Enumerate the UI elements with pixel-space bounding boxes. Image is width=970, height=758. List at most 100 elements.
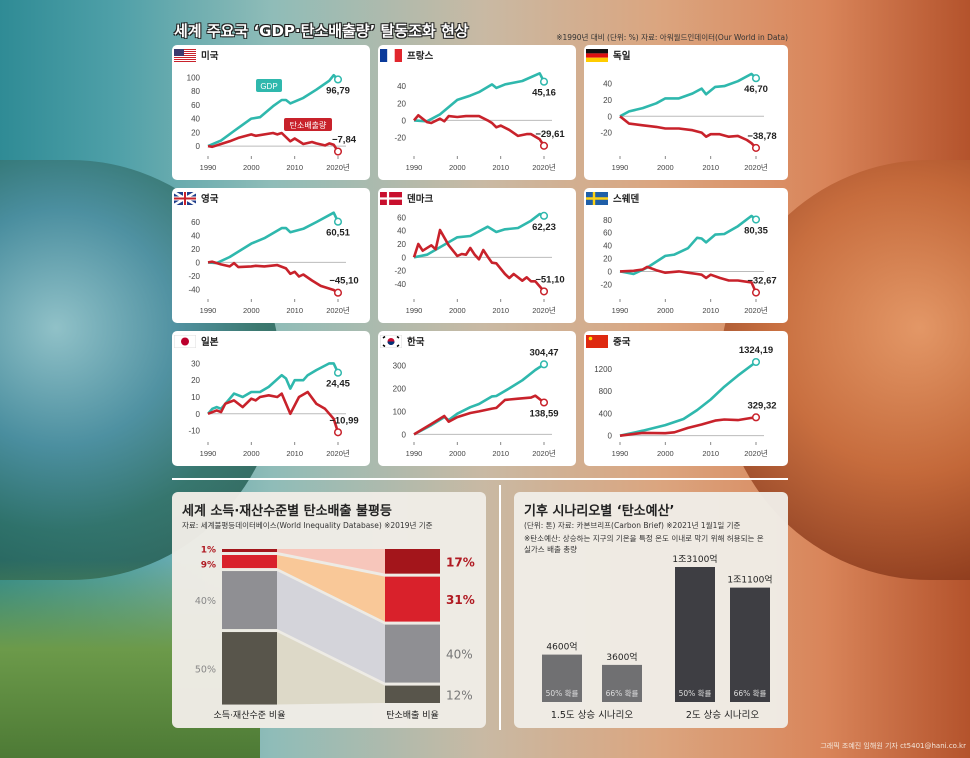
bar-value-label: 4600억 (546, 641, 577, 653)
emission-end-marker (751, 143, 761, 152)
income-share-label: 9% (201, 561, 216, 571)
x-tick-label: 2020년 (532, 305, 556, 315)
probability-label: 50% 확률 (679, 688, 712, 698)
x-tick-label: 2000 (243, 163, 260, 172)
emission-end-label: −7,84 (332, 135, 357, 146)
emission-line (207, 390, 340, 433)
emission-end-marker (539, 287, 549, 296)
x-tick-label: 1990 (200, 449, 217, 458)
emission-line (619, 416, 757, 437)
y-tick-label: 0 (196, 258, 201, 267)
emission-bar-segment (385, 576, 440, 622)
x-tick-label: 2010 (492, 449, 509, 458)
country-name: 한국 (407, 337, 425, 348)
probability-label: 66% 확률 (606, 688, 639, 698)
bar-value-label: 3600억 (606, 651, 637, 663)
emission-end-label: −38,78 (747, 131, 776, 142)
country-panel: 독일 -20 0 20 40 1990 2000 2010 2020년 46,70 −38,78 (584, 45, 788, 180)
panel-header: 중국 (586, 334, 630, 348)
x-tick-label: 2000 (449, 449, 466, 458)
y-tick-label: 20 (191, 128, 200, 137)
emission-axis-label: 탄소배출 비율 (386, 710, 439, 721)
x-tick-label: 2010 (286, 306, 303, 315)
flag-icon (586, 191, 608, 205)
emission-end-marker (333, 147, 343, 156)
x-tick-label: 2010 (702, 306, 719, 315)
y-tick-label: -20 (600, 129, 612, 138)
panel-header: 영국 (174, 191, 218, 205)
x-tick-label: 2020년 (326, 162, 350, 172)
flag-icon (380, 48, 402, 62)
gdp-line (207, 211, 340, 265)
y-tick-label: 40 (191, 115, 200, 124)
y-tick-label: 0 (608, 267, 613, 276)
panel-header: 프랑스 (380, 48, 433, 62)
income-bar-segment (222, 555, 277, 569)
y-tick-label: 0 (196, 142, 201, 151)
country-name: 덴마크 (407, 194, 434, 205)
flag-icon (174, 48, 196, 62)
panel-header: 일본 (174, 334, 218, 348)
y-tick-label: 1200 (594, 365, 612, 374)
x-tick-label: 2010 (492, 306, 509, 315)
line-chart: -20 0 20 40 60 80 1990 2000 2010 2020년 80,35 −32,67 (600, 214, 777, 315)
x-tick-label: 1990 (406, 306, 423, 315)
scenario-label: 2도 상승 시나리오 (686, 710, 760, 721)
emission-share-label: 12% (446, 688, 473, 702)
inequality-panel: 세계 소득·재산수준별 탄소배출 불평등 자료: 세계불평등데이터베이스(Wor… (172, 492, 486, 728)
x-tick-label: 2020년 (744, 162, 768, 172)
panel-header: 한국 (380, 334, 424, 348)
x-tick-label: 2000 (657, 449, 674, 458)
gdp-end-label: 60,51 (326, 228, 350, 239)
emission-bar-segment (385, 624, 440, 683)
y-tick-label: 20 (603, 255, 612, 264)
country-panel: 중국 0 400 800 1200 1990 2000 2010 2020년 1324,19 329… (584, 331, 788, 466)
country-name: 독일 (613, 51, 631, 62)
emission-share-label: 31% (446, 593, 475, 607)
y-tick-label: 800 (599, 387, 613, 396)
gdp-callout (256, 79, 282, 92)
gdp-end-label: 96,79 (326, 85, 350, 96)
x-tick-label: 1990 (612, 449, 629, 458)
income-share-label: 50% (195, 664, 216, 675)
x-tick-label: 2020년 (532, 162, 556, 172)
y-tick-label: 0 (608, 112, 613, 121)
emission-share-label: 40% (446, 648, 473, 662)
y-tick-label: 0 (402, 116, 407, 125)
gdp-end-marker (333, 368, 343, 377)
emission-end-label: −29,61 (535, 129, 565, 140)
income-share-label: 1% (201, 546, 216, 556)
y-tick-label: 40 (397, 227, 406, 236)
country-name: 일본 (201, 337, 219, 348)
y-tick-label: -10 (188, 427, 200, 436)
inequality-chart: 1% 17% 9% 31% 40% 40% 50% 12% 소득·재산수준 비율 탄소배출 비율 (195, 546, 475, 722)
gdp-end-marker (539, 360, 549, 369)
y-tick-label: 20 (191, 376, 200, 385)
flag-icon (586, 334, 608, 348)
emission-end-marker (333, 428, 343, 437)
y-tick-label: -20 (394, 134, 406, 143)
gdp-end-label: 62,23 (532, 222, 556, 233)
y-tick-label: 20 (397, 99, 406, 108)
y-tick-label: 0 (608, 432, 613, 441)
flow-band (277, 571, 385, 683)
gdp-end-marker (333, 75, 343, 84)
carbon-budget-bar (542, 654, 582, 702)
x-tick-label: 2010 (286, 449, 303, 458)
line-chart: -10 0 10 20 30 1990 2000 2010 2020년 24,45 −10,99 (188, 359, 358, 458)
y-tick-label: 100 (187, 73, 201, 82)
country-panel: 덴마크 -40 -20 0 20 40 60 1990 2000 2010 2020년 62,23 −5… (378, 188, 576, 323)
x-tick-label: 1990 (612, 306, 629, 315)
y-tick-label: 20 (191, 245, 200, 254)
carbon-budget-source: (단위: 톤) 자료: 카본브리프(Carbon Brief) ※2021년 1… (524, 521, 741, 530)
emission-end-label: −45,10 (329, 276, 358, 287)
gdp-line (413, 212, 545, 259)
source-note: ※1990년 대비 (단위: %) 자료: 아워월드인데이터(Our World… (556, 33, 788, 42)
main-title: 세계 주요국 ‘GDP·탄소배출량’ 탈동조화 현상 (174, 22, 469, 40)
line-chart: -20 0 20 40 1990 2000 2010 2020년 46,70 −38,78 (600, 72, 777, 172)
x-tick-label: 2020년 (744, 305, 768, 315)
credit: 그래픽 조예진 임해원 기자 ct5401@hani.co.kr (820, 742, 966, 750)
emission-bar-segment (385, 685, 440, 703)
y-tick-label: 20 (397, 240, 406, 249)
y-tick-label: 100 (393, 407, 407, 416)
